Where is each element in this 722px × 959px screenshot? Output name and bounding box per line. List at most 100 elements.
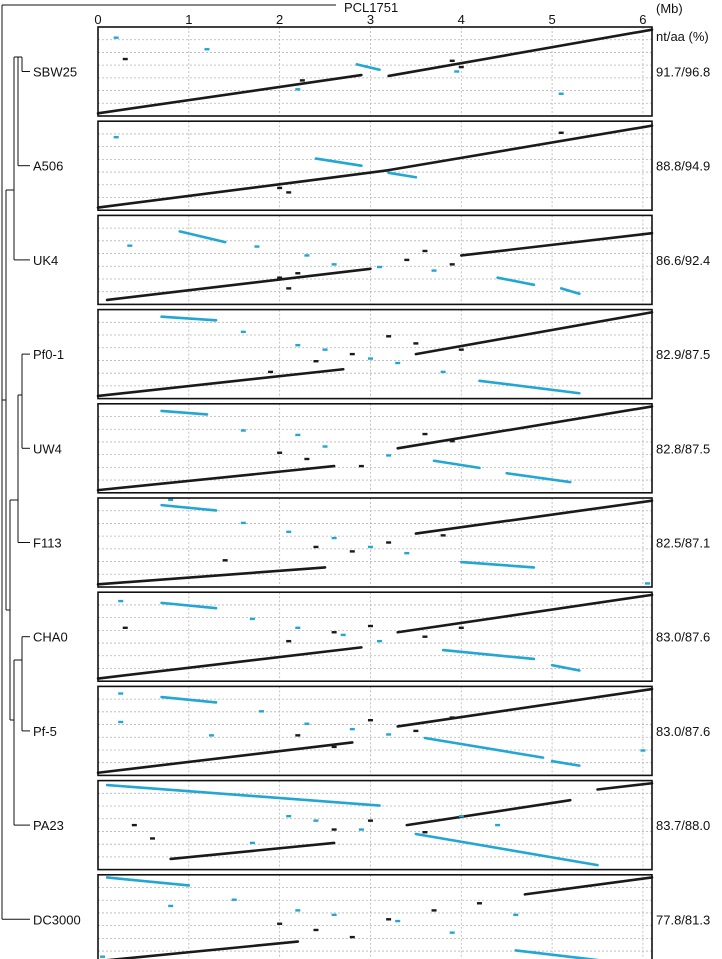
strain-label: Pf-5: [33, 724, 57, 739]
synteny-point-forward: [422, 249, 428, 253]
synteny-point-forward: [386, 335, 392, 338]
synteny-segment-forward: [396, 687, 654, 728]
synteny-segment-forward: [414, 499, 654, 535]
identity-value: 82.8/87.5: [656, 441, 710, 456]
synteny-segment-inverted: [478, 379, 581, 395]
synteny-point-inverted: [295, 626, 301, 629]
synteny-point-inverted: [209, 734, 215, 737]
synteny-point-forward: [358, 464, 364, 468]
synteny-point-inverted: [240, 330, 246, 334]
synteny-point-forward: [277, 276, 283, 279]
synteny-point-forward: [458, 626, 464, 629]
synteny-point-inverted: [331, 913, 337, 917]
synteny-point-forward: [313, 545, 319, 549]
strain-label: UW4: [33, 441, 62, 456]
synteny-segment-inverted: [414, 832, 599, 867]
synteny-segment-inverted: [550, 663, 581, 672]
synteny-segment-forward: [523, 876, 654, 896]
panel-uw4: UW4 82.8/87.5: [33, 402, 710, 494]
x-tick-label: 5: [548, 12, 555, 27]
synteny-point-inverted: [367, 357, 373, 360]
synteny-point-inverted: [168, 904, 174, 908]
synteny-point-inverted: [204, 48, 210, 51]
synteny-point-inverted: [513, 913, 519, 917]
synteny-point-inverted: [386, 733, 392, 736]
panel-frame: [97, 685, 653, 777]
panel-frame: [97, 591, 653, 683]
synteny-point-forward: [386, 541, 392, 544]
synteny-point-forward: [331, 631, 337, 634]
synteny-point-forward: [349, 550, 355, 553]
synteny-point-inverted: [431, 269, 437, 272]
synteny-point-forward: [149, 837, 155, 840]
synteny-point-inverted: [113, 136, 119, 139]
synteny-point-inverted: [404, 551, 410, 555]
synteny-point-inverted: [286, 815, 292, 818]
synteny-point-forward: [277, 922, 283, 925]
synteny-point-inverted: [168, 498, 174, 501]
synteny-point-forward: [313, 928, 319, 932]
synteny-point-inverted: [240, 521, 246, 525]
synteny-segment-inverted: [178, 230, 227, 244]
synteny-point-inverted: [349, 727, 355, 731]
synteny-point-forward: [331, 828, 337, 831]
dot-plot-panels: SBW25 91.7/96.8 A506 88.8/94.9 UK4 86.6/92.4 P…: [33, 26, 710, 959]
synteny-point-forward: [476, 902, 482, 905]
strain-label: F113: [33, 536, 62, 551]
synteny-segment-inverted: [505, 471, 572, 484]
strain-label: Pf0-1: [33, 347, 64, 362]
synteny-segment-forward: [96, 566, 327, 586]
synteny-point-inverted: [127, 244, 133, 247]
panel-f113: F113 82.5/87.1: [33, 497, 710, 588]
synteny-segment-inverted: [432, 459, 481, 470]
synteny-point-inverted: [331, 536, 337, 540]
phylogenetic-tree: [1, 4, 336, 920]
identity-value: 82.9/87.5: [656, 347, 710, 362]
synteny-segment-inverted: [105, 876, 191, 887]
synteny-segment-inverted: [423, 736, 545, 759]
synteny-point-forward: [295, 272, 301, 275]
reference-label: PCL1751: [344, 0, 398, 15]
synteny-point-forward: [404, 258, 410, 262]
synteny-point-inverted: [100, 955, 106, 958]
synteny-point-inverted: [377, 265, 383, 269]
synteny-point-inverted: [395, 919, 401, 923]
synteny-segment-inverted: [550, 759, 581, 767]
synteny-point-forward: [367, 624, 373, 628]
synteny-point-inverted: [118, 599, 124, 603]
synteny-point-inverted: [258, 710, 264, 713]
synteny-point-inverted: [231, 898, 237, 901]
synteny-point-forward: [367, 719, 373, 722]
synteny-point-inverted: [322, 445, 328, 448]
panel-frame: [97, 214, 653, 306]
strain-label: PA23: [33, 818, 64, 833]
synteny-point-forward: [422, 432, 428, 436]
synteny-point-inverted: [377, 639, 383, 643]
x-tick-label: 4: [458, 12, 465, 27]
synteny-point-forward: [449, 263, 455, 266]
identity-header: nt/aa (%): [656, 29, 709, 44]
synteny-point-forward: [286, 639, 292, 643]
synteny-point-inverted: [249, 617, 255, 621]
panel-pa23: PA23 83.7/88.0: [33, 779, 710, 871]
synteny-segment-inverted: [160, 503, 218, 512]
synteny-point-forward: [367, 819, 373, 822]
synteny-point-inverted: [304, 722, 310, 725]
synteny-point-inverted: [295, 344, 301, 347]
panel-dc3000: DC3000 77.8/81.3: [33, 873, 710, 959]
panel-frame: [97, 26, 653, 117]
synteny-point-inverted: [295, 433, 301, 437]
synteny-point-forward: [122, 57, 128, 61]
x-tick-label: 2: [276, 12, 283, 27]
panel-frame: [97, 873, 653, 959]
identity-value: 77.8/81.3: [656, 912, 710, 927]
identity-value: 83.0/87.6: [656, 724, 710, 739]
synteny-point-forward: [299, 79, 305, 82]
synteny-point-forward: [449, 716, 455, 719]
synteny-segment-inverted: [105, 783, 381, 807]
panel-frame: [97, 308, 653, 400]
synteny-point-forward: [349, 935, 355, 939]
synteny-point-inverted: [367, 545, 373, 549]
synteny-segment-forward: [596, 781, 654, 791]
synteny-segment-forward: [96, 741, 354, 775]
